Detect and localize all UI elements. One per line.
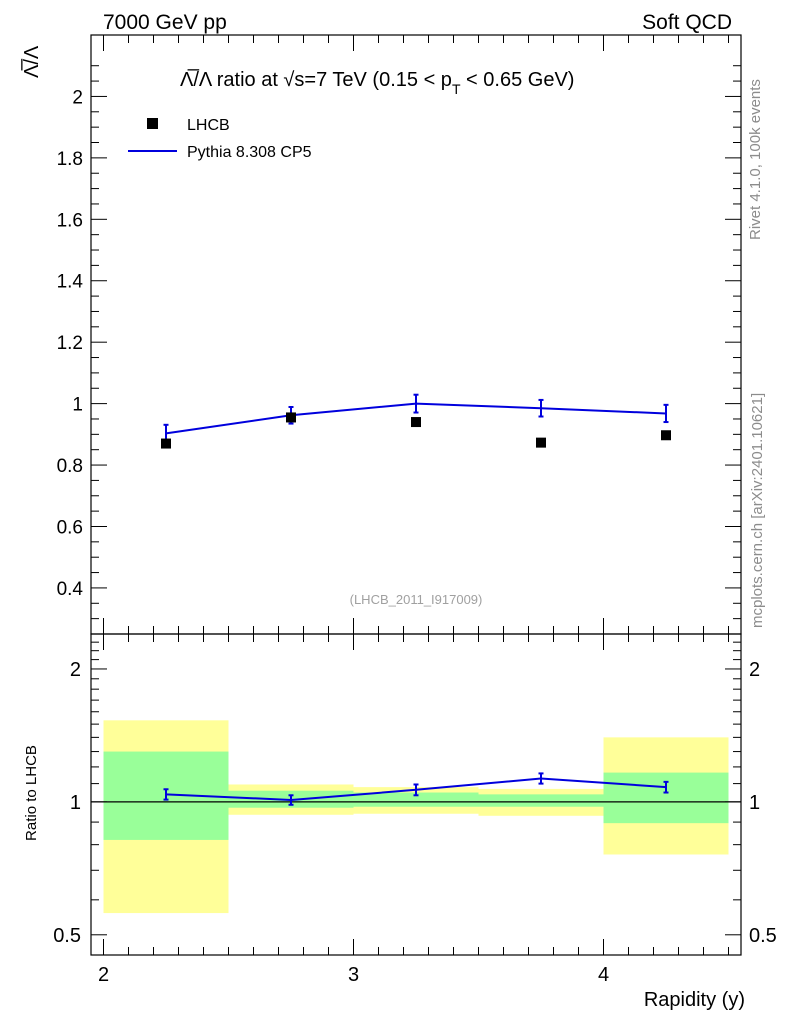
data-point (286, 412, 296, 423)
data-point (411, 417, 421, 428)
ratio-y-tick-label-left: 2 (70, 659, 81, 681)
chart-title-sub: T (452, 81, 461, 97)
chart-title-tail: < 0.65 GeV) (461, 69, 575, 91)
green-band (353, 792, 479, 807)
ratio-y-tick-label-right: 0.5 (749, 925, 777, 947)
data-point (536, 437, 546, 448)
ratio-y-tick-label-left: 0.5 (53, 925, 81, 947)
rivet-label: Rivet 4.1.0, 100k events (747, 79, 764, 240)
y-tick-label: 1.6 (57, 210, 83, 231)
data-point (661, 430, 671, 441)
y-tick-label: 0.4 (57, 579, 84, 600)
data-point (161, 438, 171, 449)
legend-marker-lhcb (147, 118, 158, 129)
green-band (478, 794, 604, 807)
data-marker-group (161, 412, 671, 449)
ratio-y-tick-label-right: 1 (749, 792, 760, 814)
x-axis-label: Rapidity (y) (644, 989, 745, 1011)
ratio-y-axis-label: Ratio to LHCB (23, 745, 40, 841)
chart-title: Λ̅/Λ ratio at √s=7 TeV (0.15 < pT < 0.65… (180, 68, 574, 97)
ratio-bands (91, 720, 741, 914)
legend-label-lhcb: LHCB (187, 117, 230, 134)
x-tick-label: 4 (598, 964, 609, 986)
y-tick-label: 0.8 (57, 456, 83, 477)
header-right: Soft QCD (642, 11, 732, 34)
y-tick-label: 0.6 (57, 517, 83, 538)
main-axes: 0.4 0.6 0.8 1 1.2 1.4 1.6 1.8 2 (57, 34, 742, 635)
header-left: 7000 GeV pp (103, 11, 227, 34)
mc-line-group (163, 393, 669, 444)
ratio-line-group (163, 772, 669, 806)
y-tick-label: 2 (72, 87, 83, 108)
analysis-watermark: (LHCB_2011_I917009) (350, 592, 483, 607)
ratio-y-tick-label-left: 1 (70, 792, 81, 814)
chart-title-lead: Λ̅/Λ ratio at √s=7 TeV (0.15 < p (180, 68, 452, 91)
source-label: mcplots.cern.ch [arXiv:2401.10621] (749, 393, 766, 628)
y-tick-label: 1 (72, 395, 83, 416)
ratio-y-tick-label-right: 2 (749, 659, 760, 681)
y-tick-label: 1.4 (57, 272, 84, 293)
ratio-axes: 0.5 0.5 1 1 2 2 2 3 4 (53, 633, 777, 986)
green-band (603, 772, 729, 824)
y-tick-label: 1.2 (57, 333, 83, 354)
ratio-frame (90, 633, 742, 956)
legend-label-pythia: Pythia 8.308 CP5 (187, 144, 312, 161)
y-axis-label: Λ̅/Λ (20, 45, 43, 78)
y-tick-label: 1.8 (57, 149, 83, 170)
x-tick-label: 3 (348, 964, 359, 986)
x-tick-label: 2 (98, 964, 109, 986)
